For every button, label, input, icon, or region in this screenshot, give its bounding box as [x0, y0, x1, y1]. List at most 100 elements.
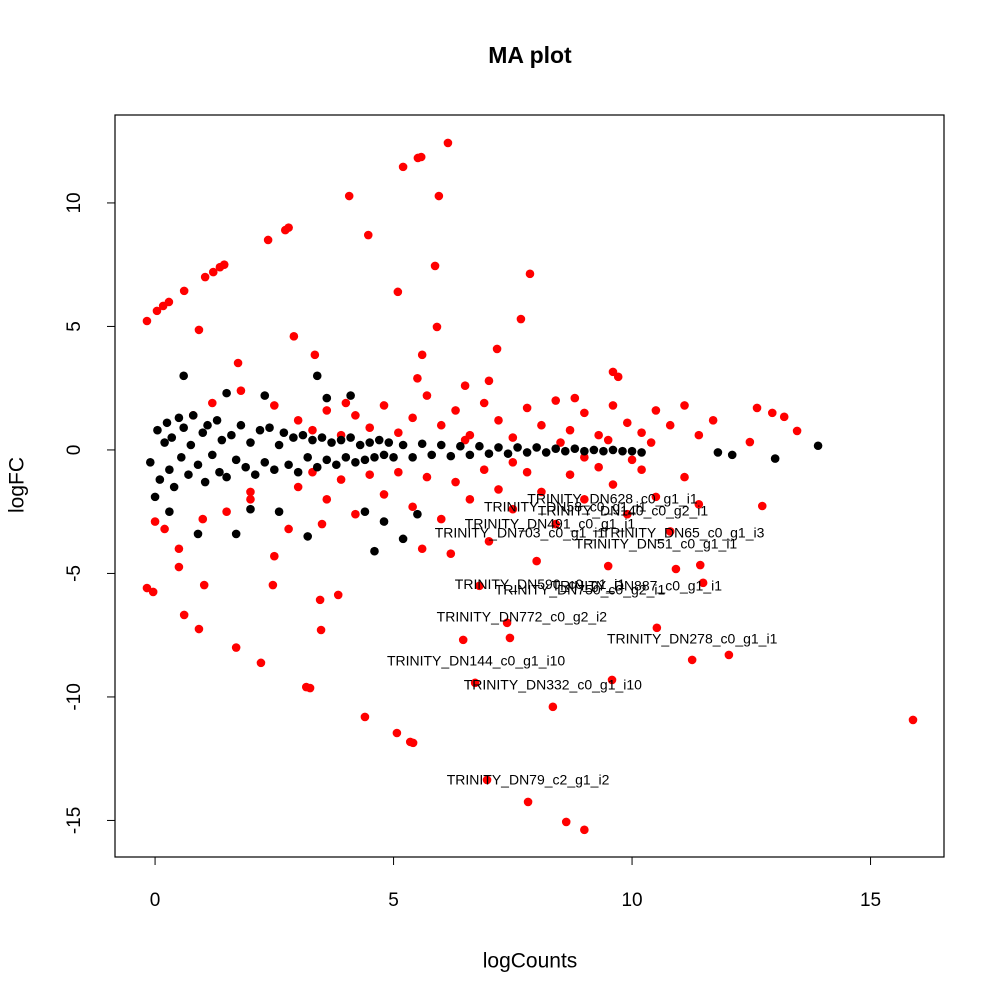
point: [537, 487, 546, 497]
point: [908, 715, 918, 725]
point: [186, 440, 196, 450]
point: [608, 445, 618, 455]
point: [336, 475, 346, 484]
point: [622, 509, 632, 519]
point: [770, 454, 780, 463]
point: [260, 457, 270, 467]
point: [522, 467, 532, 477]
point: [152, 306, 162, 316]
point: [494, 415, 503, 425]
point: [608, 401, 618, 410]
point: [200, 272, 210, 282]
point: [580, 825, 589, 835]
point: [813, 441, 823, 451]
point: [505, 633, 515, 643]
point: [492, 344, 502, 354]
point: [608, 480, 618, 489]
point-label: TRINITY_DN278_c0_g1_i1: [607, 631, 778, 647]
point: [370, 546, 379, 556]
point: [394, 428, 403, 437]
point: [694, 430, 704, 440]
point: [279, 428, 289, 437]
point: [316, 625, 326, 635]
point: [460, 381, 470, 391]
point-label: TRINITY_DN703_c0_g1_i1: [435, 525, 606, 541]
point: [561, 817, 571, 827]
point: [460, 435, 470, 445]
point: [451, 406, 460, 415]
point: [792, 426, 802, 436]
point: [695, 560, 705, 570]
point: [417, 544, 427, 554]
point: [308, 435, 317, 445]
point: [227, 430, 236, 440]
annotations: TRINITY_DN628_c0_g1_i1TRINITY_DN140_c0_g…: [387, 491, 778, 788]
point: [687, 655, 697, 665]
point: [594, 462, 603, 472]
point: [580, 408, 589, 418]
point: [671, 564, 681, 574]
point: [165, 507, 174, 516]
point: [551, 396, 561, 405]
point: [484, 537, 494, 546]
x-tick-label: 0: [150, 890, 161, 911]
point: [174, 562, 184, 572]
x-tick-label: 10: [621, 890, 642, 911]
point: [513, 443, 522, 452]
point: [270, 401, 279, 410]
point: [142, 583, 152, 593]
point: [346, 433, 355, 442]
point: [393, 287, 403, 297]
point: [482, 775, 492, 785]
point: [680, 472, 689, 482]
point: [215, 467, 224, 477]
point: [351, 457, 360, 467]
point: [315, 595, 325, 605]
point: [208, 398, 217, 408]
point: [508, 504, 518, 514]
point: [627, 455, 637, 465]
point: [637, 465, 646, 474]
point-label: TRINITY_DN590_c0_g1_i1: [455, 576, 626, 592]
point: [284, 460, 293, 470]
point: [341, 398, 351, 408]
point: [443, 138, 453, 148]
point: [408, 453, 417, 462]
point-label: TRINITY_DN58_c0_g1_i1: [484, 499, 647, 515]
point: [270, 465, 279, 474]
point: [436, 514, 446, 524]
point: [698, 578, 708, 588]
point: [256, 658, 266, 668]
point: [417, 439, 427, 449]
point: [333, 590, 343, 600]
point: [317, 519, 327, 529]
point: [694, 499, 704, 509]
point: [436, 420, 446, 430]
point: [179, 286, 189, 296]
point: [665, 420, 675, 430]
point: [494, 485, 503, 494]
point: [532, 556, 541, 566]
point: [198, 514, 208, 524]
point: [265, 423, 274, 433]
point: [446, 451, 456, 461]
point: [398, 162, 408, 172]
point: [394, 467, 403, 477]
point: [475, 441, 484, 451]
point: [284, 223, 293, 232]
point: [177, 453, 186, 462]
point: [422, 472, 432, 482]
point: [303, 532, 313, 541]
point: [548, 702, 558, 712]
point: [274, 440, 284, 450]
point: [322, 393, 332, 403]
point: [779, 412, 789, 422]
point-label: TRINITY_DN140_c0_g2_i1: [538, 503, 709, 519]
point: [470, 678, 480, 688]
point: [360, 455, 370, 465]
point: [169, 482, 179, 492]
point: [502, 618, 512, 628]
point: [767, 408, 777, 418]
point: [652, 623, 662, 633]
point: [618, 446, 627, 456]
